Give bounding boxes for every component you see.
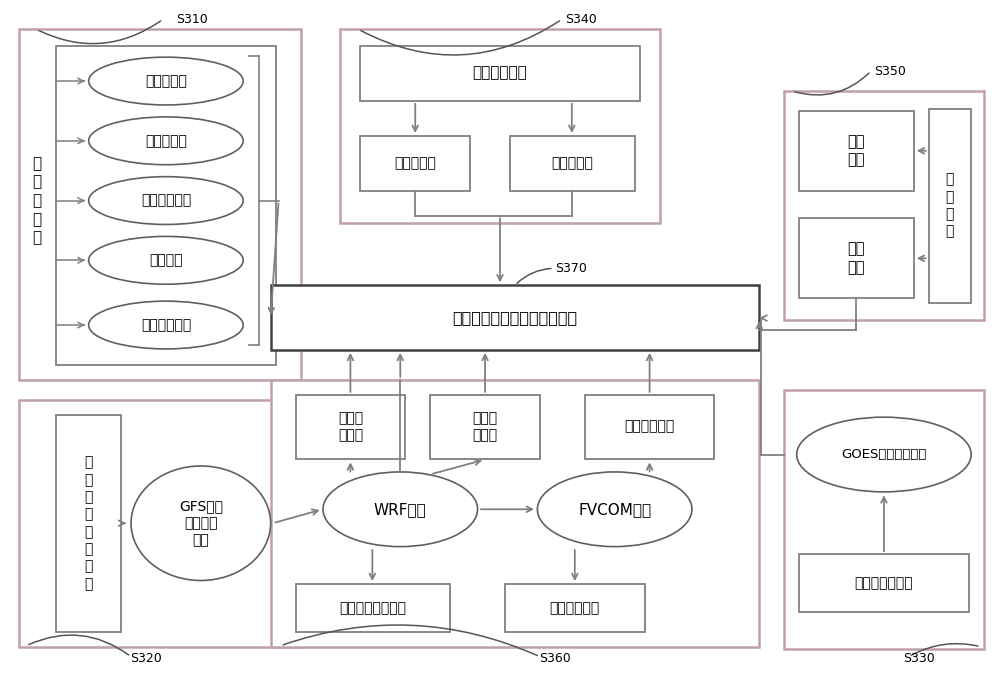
- Text: S330: S330: [903, 652, 935, 665]
- Text: GFS全球
模式预测
资料: GFS全球 模式预测 资料: [179, 499, 223, 548]
- Ellipse shape: [797, 417, 971, 492]
- Ellipse shape: [89, 301, 243, 349]
- Bar: [56, 46, 276, 365]
- Ellipse shape: [323, 472, 478, 546]
- Bar: [360, 136, 470, 190]
- Text: 美
国
环
境
预
测
中
心: 美 国 环 境 预 测 中 心: [84, 456, 92, 591]
- Text: 单站海洋预警: 单站海洋预警: [624, 420, 675, 433]
- Text: 单站气
象预报: 单站气 象预报: [338, 411, 363, 442]
- Text: 海上风电场水文气象预报信息: 海上风电场水文气象预报信息: [452, 310, 578, 326]
- Text: 实时天气图: 实时天气图: [145, 74, 187, 88]
- Bar: [799, 111, 914, 190]
- Bar: [929, 109, 971, 303]
- Text: 中
央
气
象
台: 中 央 气 象 台: [33, 156, 42, 245]
- Text: 单站气
象预警: 单站气 象预警: [472, 411, 498, 442]
- Text: 当地监测数据: 当地监测数据: [473, 65, 527, 81]
- Text: 美国海洋大气局: 美国海洋大气局: [855, 576, 913, 590]
- Text: 单站海洋预警: 单站海洋预警: [550, 601, 600, 615]
- Bar: [784, 390, 984, 649]
- Bar: [585, 395, 714, 460]
- Text: S320: S320: [130, 652, 162, 665]
- Text: S340: S340: [565, 13, 597, 26]
- Bar: [296, 395, 405, 460]
- Ellipse shape: [89, 117, 243, 165]
- Text: 视
频
监
控: 视 频 监 控: [946, 172, 954, 238]
- Text: 常规气象要素预报: 常规气象要素预报: [339, 601, 406, 615]
- Text: S360: S360: [539, 652, 571, 665]
- Bar: [19, 400, 301, 647]
- Bar: [271, 380, 759, 647]
- Bar: [784, 91, 984, 320]
- Bar: [296, 584, 450, 632]
- Ellipse shape: [89, 236, 243, 284]
- Text: 常规要素预报: 常规要素预报: [141, 194, 191, 207]
- Text: 气象站数据: 气象站数据: [394, 155, 436, 170]
- Text: S370: S370: [555, 262, 587, 275]
- Text: 数值预报图: 数值预报图: [145, 134, 187, 148]
- Text: 实时
视频: 实时 视频: [847, 134, 865, 168]
- Text: GOES静止卫星云图: GOES静止卫星云图: [841, 448, 927, 461]
- Bar: [19, 29, 301, 380]
- Bar: [430, 395, 540, 460]
- Text: S350: S350: [874, 65, 906, 77]
- Bar: [799, 554, 969, 612]
- Text: 卫星云图: 卫星云图: [149, 253, 183, 267]
- Text: 华东雷达拼图: 华东雷达拼图: [141, 318, 191, 332]
- Ellipse shape: [537, 472, 692, 546]
- Ellipse shape: [89, 176, 243, 225]
- Ellipse shape: [131, 466, 271, 581]
- Bar: [271, 285, 759, 350]
- Bar: [505, 584, 645, 632]
- Bar: [340, 29, 660, 223]
- Text: 实时
视频: 实时 视频: [847, 242, 865, 275]
- Bar: [799, 219, 914, 298]
- Bar: [56, 415, 121, 632]
- Text: FVCOM模式: FVCOM模式: [578, 502, 651, 517]
- Ellipse shape: [89, 57, 243, 105]
- Text: S310: S310: [176, 13, 208, 26]
- Text: 水文站数据: 水文站数据: [551, 155, 593, 170]
- Bar: [510, 136, 635, 190]
- Text: WRF模式: WRF模式: [374, 502, 427, 517]
- Bar: [360, 46, 640, 101]
